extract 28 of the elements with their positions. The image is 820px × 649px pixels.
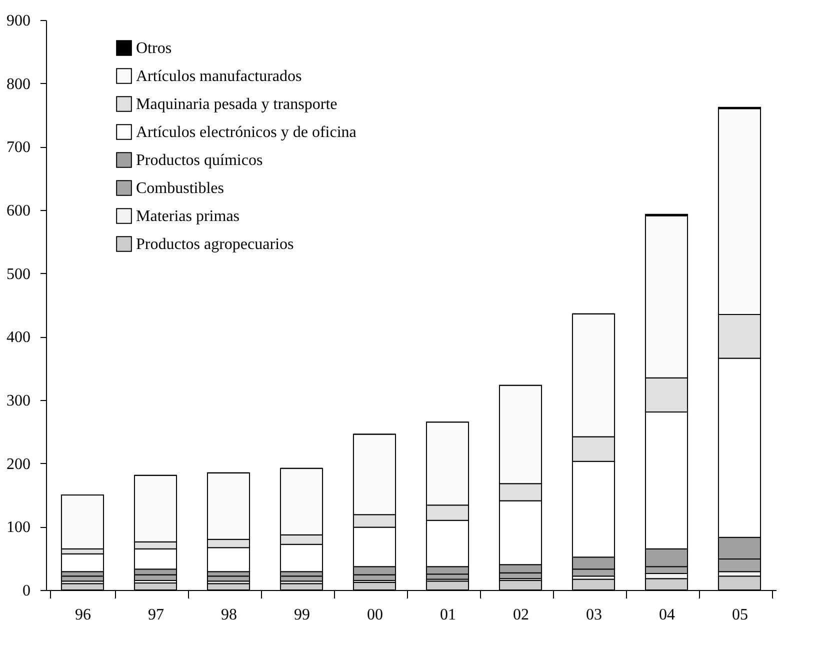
y-tick-label: 900: [6, 12, 30, 30]
x-tick-label: 05: [732, 606, 748, 624]
y-tick-label: 400: [6, 329, 30, 346]
legend-label: Maquinaria pesada y transporte: [136, 96, 338, 113]
y-tick-label: 800: [6, 76, 30, 93]
x-tick-label: 04: [659, 606, 675, 624]
y-tick-label: 500: [6, 266, 30, 283]
y-tick-label: 200: [6, 456, 30, 473]
x-tick-label: 02: [513, 606, 529, 624]
x-tick-label: 96: [75, 606, 91, 624]
x-tick-label: 03: [586, 606, 602, 624]
legend-label: Artículos electrónicos y de oficina: [136, 124, 356, 141]
legend-label: Otros: [136, 40, 172, 57]
x-tick-label: 97: [148, 606, 164, 624]
x-tick-label: 01: [440, 606, 456, 624]
y-tick-label: 600: [6, 202, 30, 220]
y-tick-label: 100: [6, 519, 30, 536]
legend-label: Combustibles: [136, 180, 224, 197]
y-tick-label: 300: [6, 392, 30, 410]
legend-label: Productos químicos: [136, 152, 263, 169]
x-tick-label: 99: [294, 606, 310, 624]
x-tick-label: 00: [367, 606, 383, 624]
y-tick-label: 0: [22, 582, 30, 600]
legend-label: Productos agropecuarios: [136, 236, 294, 253]
x-tick-label: 98: [221, 606, 237, 624]
legend-label: Materias primas: [136, 208, 240, 225]
y-tick-label: 700: [6, 139, 30, 156]
legend-label: Artículos manufacturados: [136, 68, 302, 85]
